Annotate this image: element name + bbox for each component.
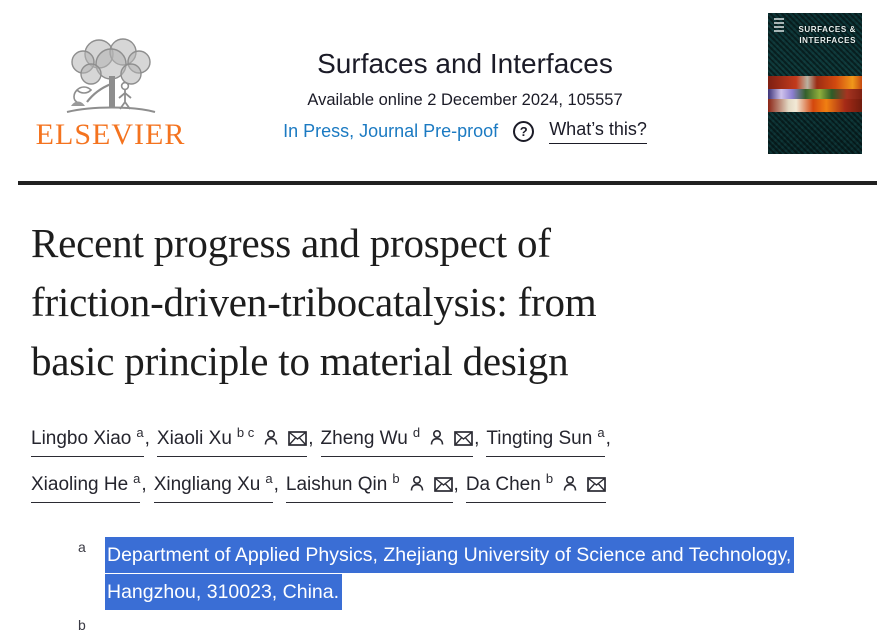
article-block: Recent progress and prospect of friction… [31,214,851,633]
author-link-tingting-sun[interactable]: Tingting Sun a [486,426,605,457]
author-separator: , [273,474,279,495]
author-profile-icon[interactable] [409,475,425,498]
author-separator: , [474,428,480,449]
affiliation-a-text-selected: Department of Applied Physics, Zhejiang … [105,537,795,610]
author-row-2: Xiaoling He a , Xingliang Xu a , Laishun Q… [31,472,851,503]
affiliation-a-sup: a [78,539,86,555]
journal-cover-thumbnail[interactable]: SURFACES & INTERFACES [768,13,862,154]
author-link-lingbo-xiao[interactable]: Lingbo Xiao a [31,426,144,457]
whats-this-link[interactable]: What’s this? [549,119,647,145]
page-header: ELSEVIER Surfaces and Interfaces Availab… [0,0,877,185]
cover-artwork [768,76,862,112]
author-row-1: Lingbo Xiao a , Xiaoli Xu b c , Zheng Wu d [31,426,851,457]
availability-date: Available online 2 December 2024, 105557 [307,91,623,110]
author-link-xiaoli-xu[interactable]: Xiaoli Xu b c [156,426,308,457]
elsevier-tree-icon [66,38,155,113]
cover-publisher-mark-icon [774,18,784,33]
author-separator: , [308,428,314,449]
article-title: Recent progress and prospect of friction… [31,220,597,384]
author-profile-icon[interactable] [429,429,445,452]
author-link-xiaoling-he[interactable]: Xiaoling He a [31,472,141,503]
author-link-xingliang-xu[interactable]: Xingliang Xu a [153,472,273,503]
author-separator: , [141,474,147,495]
elsevier-logo[interactable]: ELSEVIER [33,36,188,150]
affiliation-a: a Department of Applied Physics, Zhejian… [78,537,851,611]
question-circle-icon[interactable]: ? [513,121,535,143]
author-separator: , [144,428,150,449]
header-center: Surfaces and Interfaces Available online… [205,48,725,145]
author-link-zheng-wu[interactable]: Zheng Wu d [320,426,474,457]
author-separator: , [453,474,459,495]
status-row: In Press, Journal Pre-proof ? What’s thi… [283,119,647,145]
affiliation-b: b [78,615,851,633]
email-envelope-icon[interactable] [433,476,453,498]
affiliation-b-text [105,615,811,633]
affiliation-b-sup: b [78,617,86,633]
author-separator: , [605,428,611,449]
header-divider [18,181,877,185]
email-envelope-icon[interactable] [587,476,606,498]
elsevier-wordmark: ELSEVIER [35,118,186,151]
author-profile-icon[interactable] [562,475,578,498]
author-profile-icon[interactable] [263,429,279,452]
author-link-da-chen[interactable]: Da Chen b [465,472,607,503]
affiliation-list: a Department of Applied Physics, Zhejian… [31,537,851,633]
journal-title[interactable]: Surfaces and Interfaces [317,48,613,79]
email-envelope-icon[interactable] [288,430,308,452]
cover-title: SURFACES & INTERFACES [798,25,856,45]
author-link-laishun-qin[interactable]: Laishun Qin b [285,472,453,503]
in-press-link[interactable]: In Press, Journal Pre-proof [283,121,499,142]
email-envelope-icon[interactable] [454,430,473,452]
author-list: Lingbo Xiao a , Xiaoli Xu b c , Zheng Wu d [31,426,851,503]
